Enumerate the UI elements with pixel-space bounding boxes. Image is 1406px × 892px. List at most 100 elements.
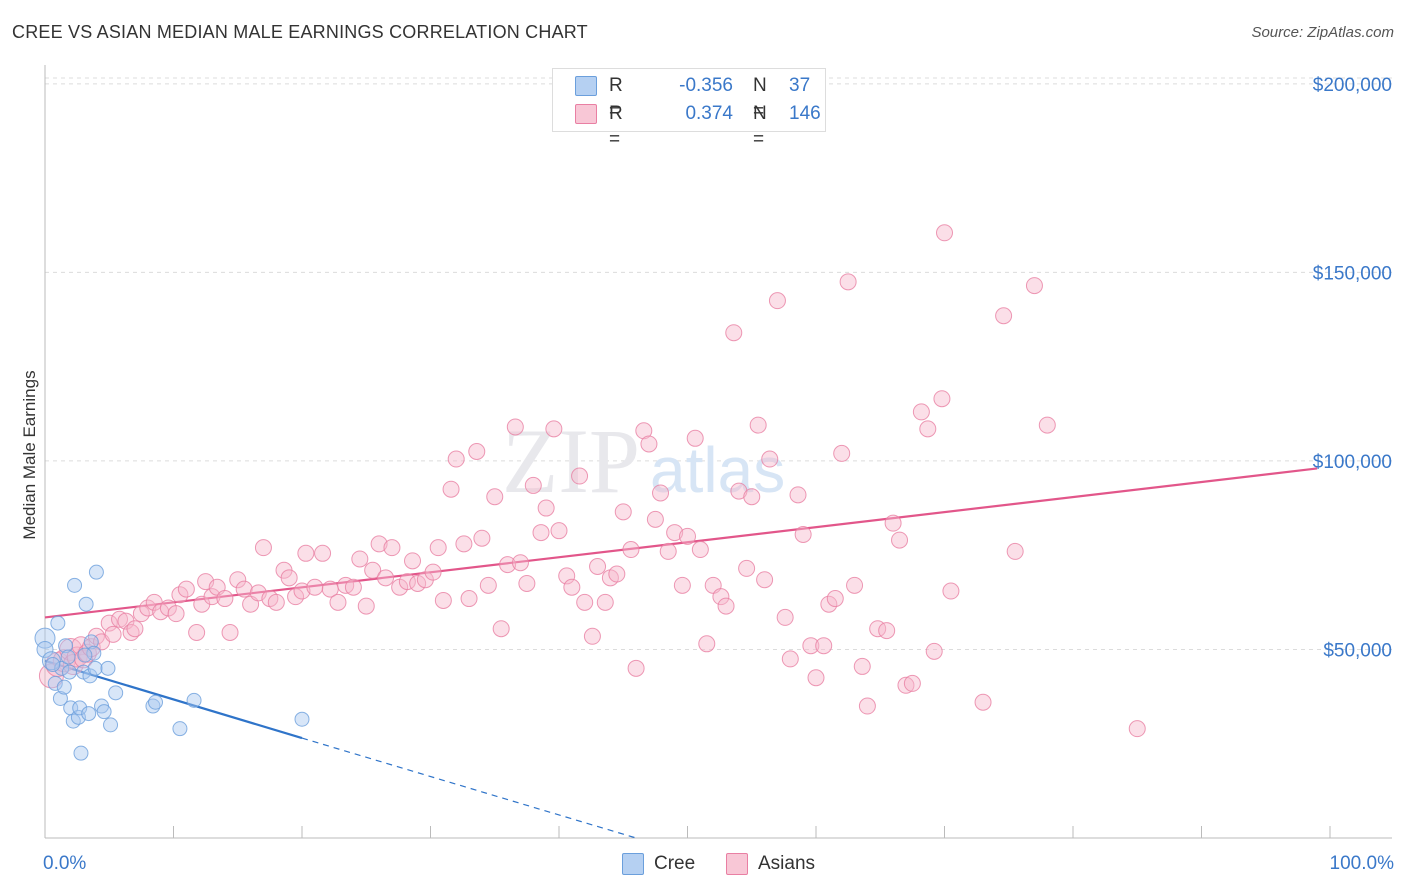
point-asians	[518, 574, 536, 592]
point-asians	[583, 627, 601, 645]
trend-line-cree	[44, 659, 303, 740]
source-label: Source: ZipAtlas.com	[1251, 24, 1394, 41]
point-asians	[627, 659, 645, 677]
point-cree	[78, 596, 94, 612]
point-cree	[81, 706, 97, 722]
point-cree	[148, 694, 164, 710]
point-asians	[171, 586, 189, 604]
point-cree	[61, 664, 77, 680]
point-asians	[492, 620, 510, 638]
point-asians	[738, 559, 756, 577]
point-asians	[686, 429, 704, 447]
point-asians	[761, 450, 779, 468]
point-asians	[479, 576, 497, 594]
point-asians	[254, 539, 272, 557]
r-value: -0.356	[679, 75, 733, 96]
point-cree	[108, 685, 124, 701]
point-asians	[919, 420, 937, 438]
point-asians	[1006, 542, 1024, 560]
point-asians	[743, 488, 761, 506]
point-asians	[455, 535, 473, 553]
point-asians	[666, 524, 684, 542]
point-asians	[216, 590, 234, 608]
point-asians	[364, 561, 382, 579]
point-asians	[1128, 720, 1146, 738]
point-asians	[486, 488, 504, 506]
y-tick-label: $100,000	[1313, 452, 1392, 473]
point-asians	[807, 669, 825, 687]
point-cree	[294, 711, 310, 727]
cree-swatch	[575, 76, 597, 96]
point-asians	[558, 567, 576, 585]
point-asians	[652, 484, 670, 502]
r-value: 0.374	[685, 103, 733, 124]
point-asians	[177, 580, 195, 598]
point-asians	[673, 576, 691, 594]
point-asians	[776, 608, 794, 626]
point-asians	[100, 614, 118, 632]
point-asians	[768, 292, 786, 310]
trend-lines	[44, 467, 1318, 839]
point-cree	[83, 634, 99, 650]
point-asians	[839, 273, 857, 291]
trend-line-extension-cree	[301, 737, 637, 839]
legend-swatch-asians	[726, 853, 748, 875]
point-asians	[221, 623, 239, 641]
point-cree	[47, 675, 63, 691]
point-asians	[903, 674, 921, 692]
point-asians	[925, 642, 943, 660]
point-asians	[468, 443, 486, 460]
legend-swatch-cree	[622, 853, 644, 875]
legend-label-cree: Cree	[654, 853, 696, 874]
watermark-zip-text: ZIP	[502, 410, 640, 512]
point-asians	[229, 571, 247, 589]
point-asians	[974, 693, 992, 711]
point-cree	[54, 660, 70, 676]
point-asians	[357, 597, 375, 615]
r-label: R =	[609, 75, 623, 122]
point-cree	[58, 638, 74, 654]
point-asians	[858, 697, 876, 715]
point-asians	[846, 576, 864, 594]
point-cree	[100, 660, 116, 676]
point-asians	[434, 591, 452, 609]
point-asians	[532, 524, 550, 542]
point-asians	[398, 573, 416, 591]
point-asians	[104, 625, 122, 643]
point-asians	[267, 593, 285, 611]
point-asians	[571, 467, 589, 485]
point-asians	[314, 544, 332, 562]
point-cree	[52, 690, 68, 706]
point-asians	[167, 605, 185, 623]
point-asians	[442, 480, 460, 498]
point-asians	[815, 637, 833, 655]
x-tick-label-min: 0.0%	[43, 853, 86, 874]
point-asians	[717, 597, 735, 615]
point-cree	[96, 704, 112, 720]
legend-label-asians: Asians	[758, 853, 816, 874]
point-asians	[646, 510, 664, 528]
data-points	[34, 224, 1146, 761]
point-asians	[280, 569, 298, 587]
point-asians	[424, 563, 442, 581]
point-asians	[995, 307, 1013, 325]
point-cree	[45, 657, 61, 673]
point-asians	[794, 525, 812, 543]
point-asians	[833, 444, 851, 462]
x-tick-label-max: 100.0%	[1330, 853, 1395, 874]
point-asians	[287, 588, 305, 606]
point-cree	[50, 615, 66, 631]
n-value: 146	[789, 103, 821, 124]
point-cree	[72, 700, 88, 716]
point-asians	[524, 476, 542, 494]
point-asians	[596, 593, 614, 611]
point-cree	[86, 645, 102, 661]
gridlines	[45, 77, 1392, 650]
tick-labels: $50,000 $100,000 $150,000 $200,000 0.0% 100.0…	[43, 75, 1394, 874]
point-asians	[679, 527, 696, 545]
point-asians	[820, 595, 838, 613]
point-asians	[749, 416, 767, 434]
point-asians	[235, 580, 253, 598]
point-asians	[878, 622, 896, 640]
